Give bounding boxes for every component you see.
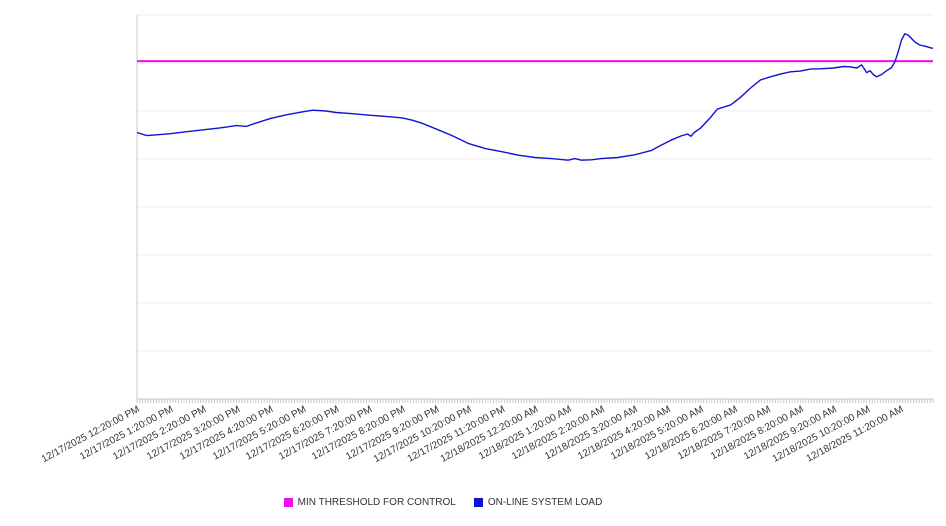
load-color-swatch-icon	[473, 498, 483, 507]
legend-label-min-threshold: MIN THRESHOLD FOR CONTROL	[297, 497, 456, 508]
load-line-series[interactable]	[136, 33, 934, 161]
legend: MIN THRESHOLD FOR CONTROL ON-LINE SYSTEM…	[0, 497, 946, 508]
threshold-color-swatch-icon	[283, 498, 293, 507]
legend-label-system-load: ON-LINE SYSTEM LOAD	[487, 497, 603, 508]
legend-item-min-threshold[interactable]: MIN THRESHOLD FOR CONTROL	[283, 497, 456, 508]
legend-item-system-load[interactable]: ON-LINE SYSTEM LOAD	[473, 497, 603, 508]
